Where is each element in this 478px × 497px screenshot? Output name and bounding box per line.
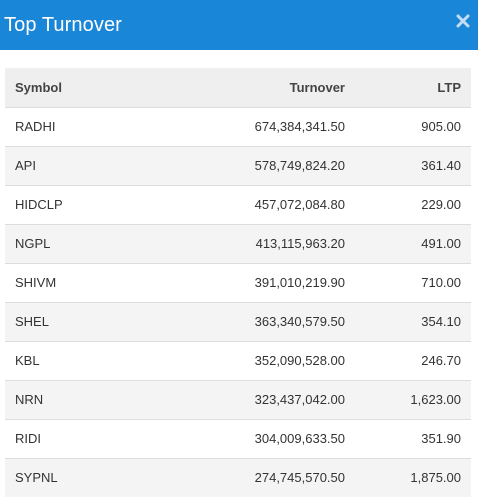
- turnover-cell: 352,090,528.00: [254, 353, 345, 368]
- turnover-cell: 363,340,579.50: [254, 314, 345, 329]
- symbol-cell: NGPL: [15, 236, 51, 251]
- table-row[interactable]: HIDCLP 457,072,084.80 229.00: [5, 185, 471, 224]
- table-row[interactable]: RADHI 674,384,341.50 905.00: [5, 107, 471, 146]
- modal-title: Top Turnover: [4, 13, 122, 36]
- turnover-cell: 674,384,341.50: [254, 119, 345, 134]
- symbol-cell: RADHI: [15, 119, 56, 134]
- table-header-row: Symbol Turnover LTP: [5, 68, 471, 107]
- turnover-cell: 304,009,633.50: [254, 431, 345, 446]
- ltp-cell: 491.00: [421, 236, 461, 251]
- table-row[interactable]: KBL 352,090,528.00 246.70: [5, 341, 471, 380]
- ltp-cell: 905.00: [421, 119, 461, 134]
- turnover-cell: 391,010,219.90: [254, 275, 345, 290]
- column-header-ltp[interactable]: LTP: [437, 79, 461, 95]
- symbol-cell: RIDI: [15, 431, 41, 446]
- symbol-cell: SHEL: [15, 314, 49, 329]
- turnover-cell: 413,115,963.20: [255, 236, 345, 251]
- close-icon[interactable]: [455, 13, 471, 29]
- ltp-cell: 246.70: [421, 353, 461, 368]
- turnover-table-container: Symbol Turnover LTP RADHI 674,384,341.50 9…: [5, 68, 471, 497]
- turnover-cell: 457,072,084.80: [254, 197, 345, 212]
- symbol-cell: KBL: [15, 353, 40, 368]
- ltp-cell: 1,623.00: [410, 392, 461, 407]
- modal-header: Top Turnover: [0, 0, 478, 50]
- table-row[interactable]: SHEL 363,340,579.50 354.10: [5, 302, 471, 341]
- turnover-cell: 323,437,042.00: [254, 392, 345, 407]
- turnover-table: Symbol Turnover LTP RADHI 674,384,341.50 9…: [5, 68, 471, 497]
- table-row[interactable]: API 578,749,824.20 361.40: [5, 146, 471, 185]
- symbol-cell: HIDCLP: [15, 197, 63, 212]
- ltp-cell: 229.00: [421, 197, 461, 212]
- column-header-symbol[interactable]: Symbol: [15, 79, 62, 95]
- ltp-cell: 1,875.00: [410, 470, 461, 486]
- symbol-cell: SHIVM: [15, 275, 57, 290]
- symbol-cell: API: [15, 158, 36, 173]
- turnover-cell: 274,745,570.50: [254, 470, 345, 486]
- ltp-cell: 354.10: [421, 314, 461, 329]
- table-row[interactable]: NGPL 413,115,963.20 491.00: [5, 224, 471, 263]
- table-row[interactable]: NRN 323,437,042.00 1,623.00: [5, 380, 471, 419]
- turnover-cell: 578,749,824.20: [254, 158, 345, 173]
- table-row[interactable]: SHIVM 391,010,219.90 710.00: [5, 263, 471, 302]
- ltp-cell: 710.00: [421, 275, 461, 290]
- ltp-cell: 361.40: [421, 158, 461, 173]
- symbol-cell: SYPNL: [15, 470, 58, 486]
- ltp-cell: 351.90: [421, 431, 461, 446]
- table-row[interactable]: SYPNL 274,745,570.50 1,875.00: [5, 458, 471, 497]
- symbol-cell: NRN: [15, 392, 44, 407]
- table-row[interactable]: RIDI 304,009,633.50 351.90: [5, 419, 471, 458]
- column-header-turnover[interactable]: Turnover: [289, 79, 345, 95]
